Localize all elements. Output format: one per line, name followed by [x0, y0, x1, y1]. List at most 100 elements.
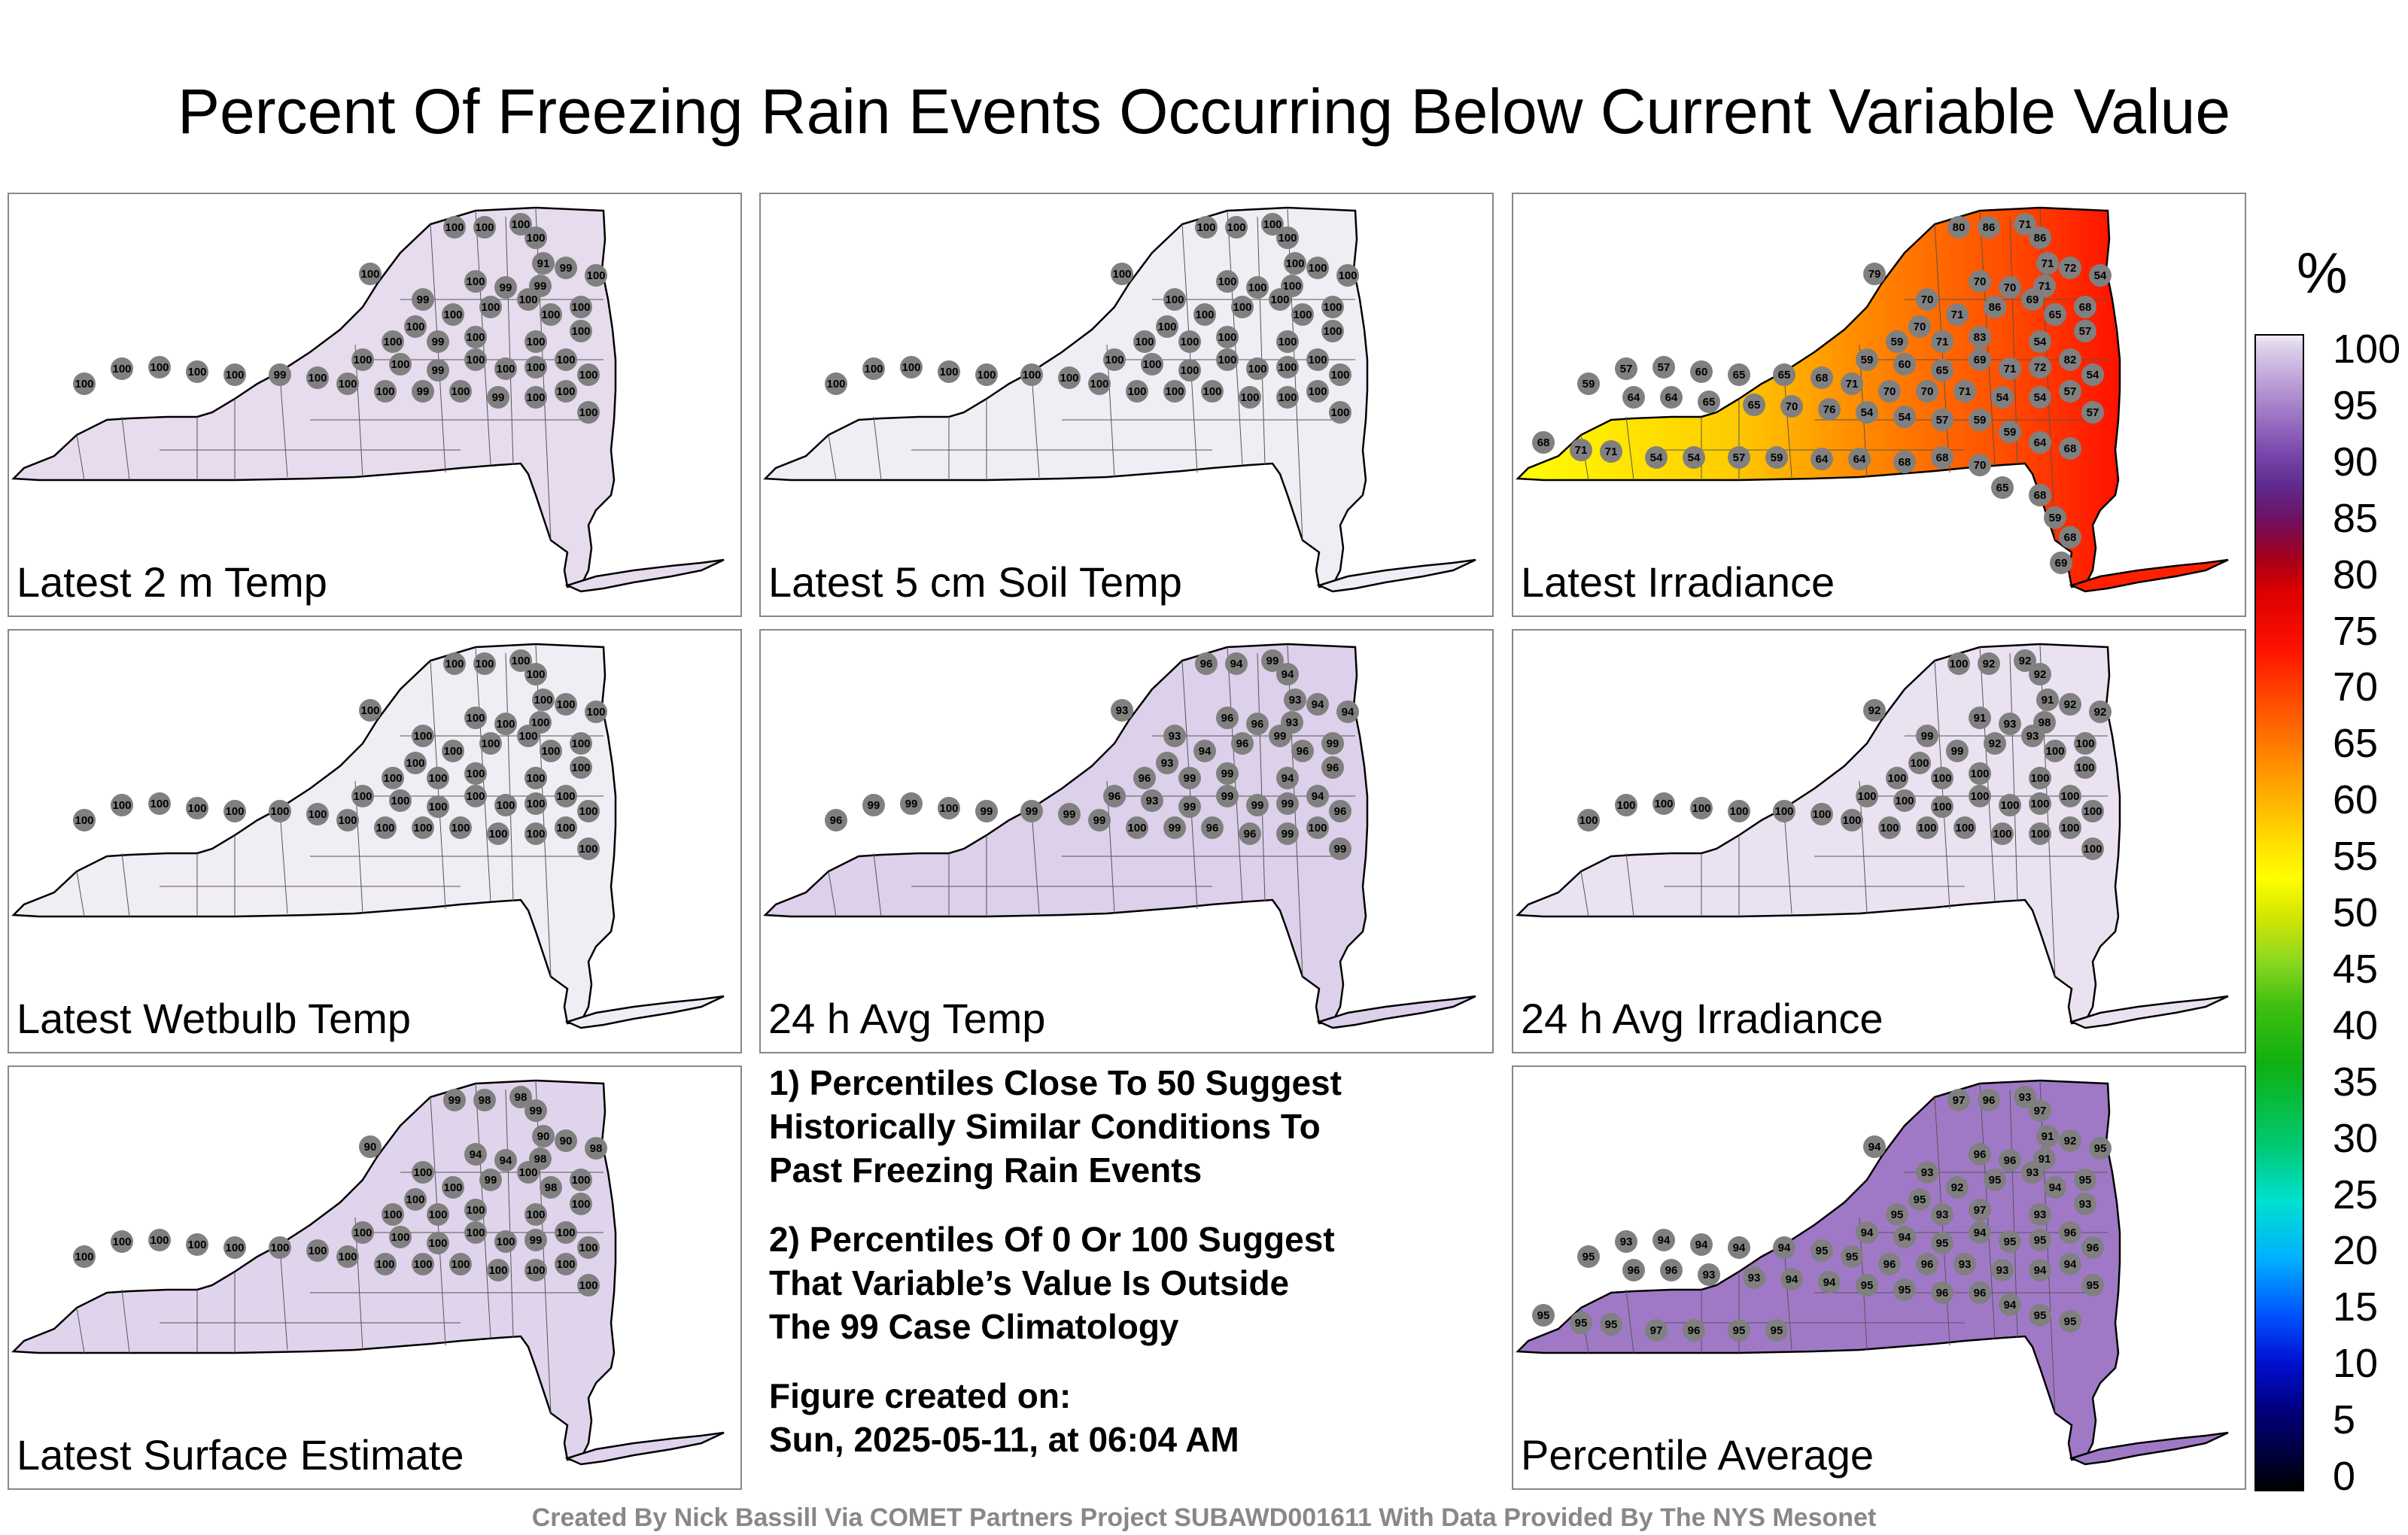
station-value: 100 [1218, 275, 1236, 288]
station-marker: 99 [412, 380, 434, 403]
station-value: 93 [1959, 1258, 1972, 1271]
figure-title: Percent Of Freezing Rain Events Occurrin… [177, 76, 2231, 147]
station-value: 100 [391, 795, 409, 807]
station-value: 92 [2019, 655, 2032, 667]
station-dot [1216, 707, 1239, 729]
colorbar [2254, 334, 2304, 1491]
station-dot [2074, 1193, 2096, 1215]
station-dot [2029, 431, 2051, 454]
station-dot [2014, 649, 2036, 672]
station-value: 100 [1022, 369, 1041, 381]
station-dot [479, 296, 502, 318]
station-marker: 94 [1818, 1271, 1841, 1293]
station-value: 100 [338, 378, 357, 391]
county-line [505, 1089, 514, 1339]
station-marker: 100 [1239, 386, 1261, 409]
station-marker: 100 [1276, 356, 1299, 378]
station-dot [1660, 386, 1683, 409]
station-value: 100 [518, 1166, 537, 1179]
station-value: 95 [1583, 1251, 1595, 1263]
station-marker: 57 [2074, 320, 2096, 342]
station-marker: 90 [532, 1125, 555, 1147]
station-marker: 100 [449, 816, 472, 839]
station-value: 93 [1936, 1208, 1949, 1221]
station-value: 100 [2030, 828, 2049, 840]
station-value: 100 [112, 363, 131, 375]
station-marker: 54 [2029, 330, 2051, 353]
station-value: 100 [1932, 772, 1951, 785]
station-dot [443, 652, 466, 675]
station-value: 100 [826, 378, 845, 391]
station-dot [1728, 363, 1750, 386]
station-value: 96 [1108, 790, 1121, 803]
station-dot [2029, 386, 2051, 409]
station-marker: 86 [1978, 216, 2000, 239]
station-dot [1818, 1271, 1841, 1293]
station-value: 100 [406, 757, 424, 770]
station-marker: 100 [1163, 288, 1186, 311]
station-marker: 100 [555, 816, 577, 839]
station-marker: 94 [1856, 1221, 1878, 1244]
station-dot [389, 1226, 412, 1248]
station-marker: 100 [2059, 816, 2081, 839]
station-marker: 83 [1969, 326, 1991, 348]
colorbar-tick-label: 100 [2333, 327, 2401, 372]
station-marker: 94 [494, 1149, 517, 1172]
station-dot [2059, 526, 2081, 549]
station-dot [1698, 391, 1720, 413]
station-marker: 100 [577, 363, 600, 386]
station-marker: 57 [1615, 357, 1637, 380]
station-value: 99 [1026, 805, 1038, 818]
station-marker: 100 [1216, 270, 1239, 293]
station-value: 98 [2039, 716, 2051, 729]
station-dot [473, 1089, 496, 1111]
station-marker: 99 [1321, 732, 1344, 755]
station-dot [186, 797, 208, 819]
station-marker: 93 [2021, 725, 2044, 747]
station-value: 99 [1327, 737, 1339, 750]
station-value: 100 [308, 808, 327, 821]
station-marker: 71 [2036, 252, 2059, 275]
station-dot [2021, 288, 2044, 311]
colorbar-tick-label: 95 [2333, 382, 2379, 428]
station-value: 92 [1989, 737, 2002, 750]
station-marker: 100 [555, 785, 577, 807]
station-dot [570, 1193, 592, 1215]
station-marker: 100 [1284, 252, 1306, 275]
long-island-outline [564, 995, 725, 1029]
station-dot [269, 1236, 291, 1259]
station-marker: 100 [1969, 762, 1991, 785]
station-marker: 64 [1811, 448, 1833, 470]
station-dot [427, 1232, 449, 1254]
station-marker: 65 [2044, 303, 2066, 326]
station-value: 59 [1891, 336, 1904, 348]
county-line [505, 652, 514, 902]
station-dot [1728, 446, 1750, 469]
station-dot [1195, 652, 1218, 675]
station-value: 100 [1105, 354, 1123, 366]
station-dot [1622, 1259, 1645, 1281]
station-marker: 100 [1201, 380, 1224, 403]
station-value: 92 [1983, 658, 1996, 670]
station-dot [2029, 663, 2051, 685]
station-marker: 68 [2059, 437, 2081, 460]
station-value: 100 [1729, 805, 1748, 818]
station-marker: 71 [1953, 380, 1976, 403]
station-value: 94 [1282, 772, 1294, 785]
station-marker: 92 [2014, 649, 2036, 672]
station-marker: 99 [975, 800, 998, 822]
station-dot [1321, 756, 1344, 779]
station-value: 100 [531, 716, 549, 729]
station-dot [1284, 252, 1306, 275]
station-dot [1991, 476, 2014, 499]
station-value: 93 [1703, 1269, 1716, 1281]
station-dot [1728, 1319, 1750, 1342]
station-value: 100 [466, 331, 485, 344]
station-dot [1856, 785, 1878, 807]
station-dot [1195, 216, 1218, 239]
station-dot [1329, 837, 1351, 860]
station-dot [517, 725, 540, 747]
station-value: 100 [308, 1245, 327, 1257]
county-line [2009, 652, 2018, 902]
